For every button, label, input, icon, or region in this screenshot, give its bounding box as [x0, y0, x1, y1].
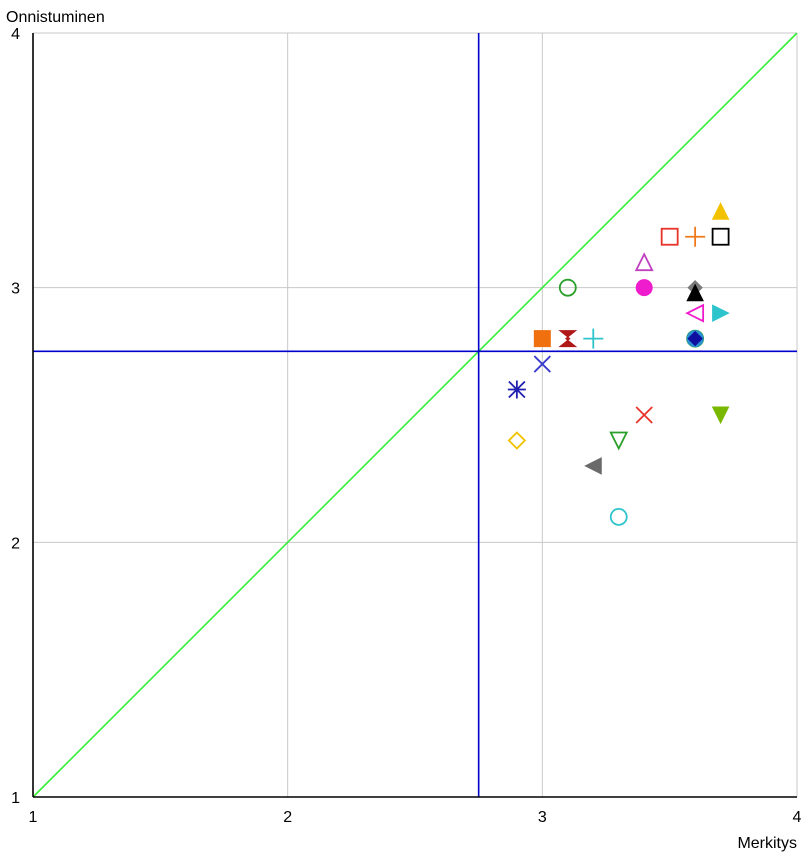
- y-axis-title: Onnistuminen: [6, 9, 105, 26]
- data-points: [507, 202, 730, 526]
- data-point: [558, 330, 578, 348]
- data-point: [711, 202, 730, 220]
- data-point: [584, 457, 602, 475]
- data-point: [686, 283, 704, 302]
- diagonal-line: [32, 32, 798, 798]
- data-point: [533, 355, 551, 373]
- data-point: [507, 380, 526, 399]
- data-point: [711, 406, 730, 425]
- data-point: [635, 406, 653, 424]
- x-tick-label: 2: [283, 809, 292, 826]
- data-point: [635, 279, 653, 297]
- data-point: [609, 507, 628, 526]
- y-tick-labels: 1 2 3 4: [11, 26, 20, 807]
- plot-frame: [32, 33, 797, 798]
- data-point: [507, 431, 527, 450]
- y-tick-label: 2: [11, 535, 20, 552]
- data-point: [712, 304, 730, 322]
- x-tick-label: 4: [793, 809, 802, 826]
- data-point: [687, 330, 703, 347]
- x-tick-label: 3: [538, 809, 547, 826]
- data-point: [634, 252, 654, 272]
- data-point: [685, 303, 705, 323]
- y-tick-label: 3: [11, 281, 20, 298]
- x-tick-label: 1: [29, 809, 38, 826]
- x-tick-labels: 1 2 3 4: [29, 809, 802, 826]
- data-point: [558, 278, 577, 297]
- x-axis-title: Merkitys: [737, 835, 797, 852]
- data-point: [660, 227, 679, 246]
- y-tick-label: 1: [11, 790, 20, 807]
- data-point: [583, 328, 604, 349]
- data-point: [609, 431, 629, 451]
- data-point: [711, 227, 730, 246]
- data-point: [685, 226, 706, 247]
- y-tick-label: 4: [11, 26, 20, 43]
- reference-lines: [32, 32, 798, 798]
- data-point: [533, 330, 551, 348]
